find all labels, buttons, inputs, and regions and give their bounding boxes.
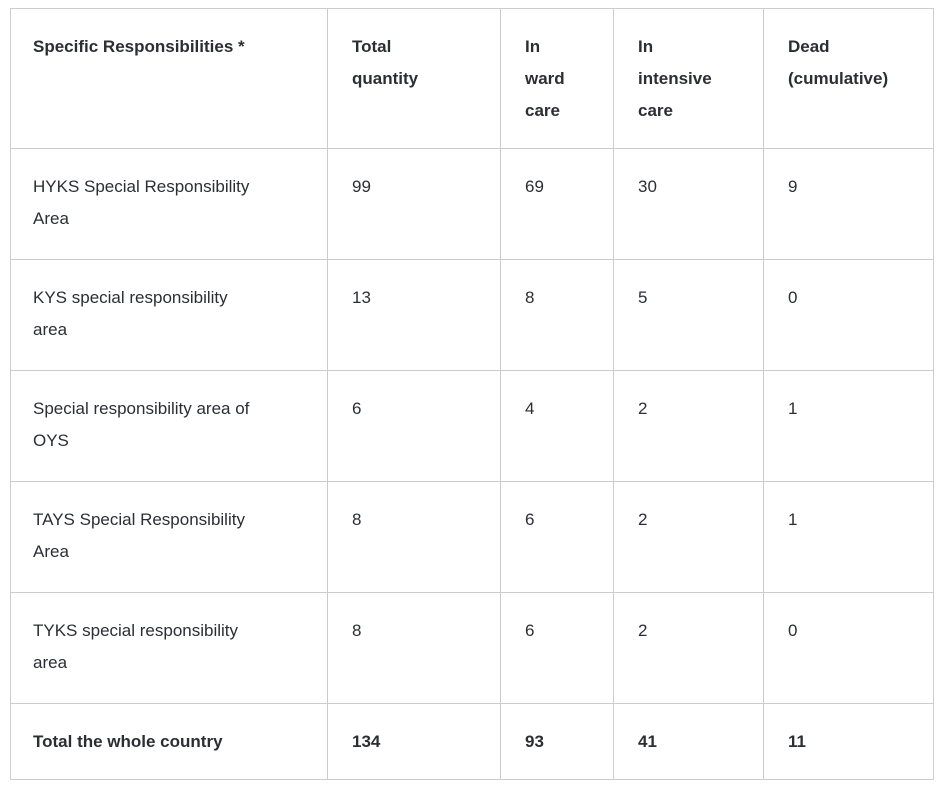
row-label: HYKS Special Responsibility Area: [10, 148, 328, 260]
cell-total-quantity: 8: [327, 592, 501, 704]
row-label: TAYS Special Responsibility Area: [10, 481, 328, 593]
table-row-hyks: HYKS Special Responsibility Area 99 69 3…: [10, 148, 934, 260]
cell-in-intensive-care: 5: [613, 259, 764, 371]
total-row-label: Total the whole country: [10, 703, 328, 780]
table-row-tyks: TYKS special responsibility area 8 6 2 0: [10, 592, 934, 704]
cell-in-intensive-care: 30: [613, 148, 764, 260]
header-in-intensive-care: In intensive care: [613, 8, 764, 149]
cell-dead-cumulative: 9: [763, 148, 934, 260]
cell-in-intensive-care: 2: [613, 370, 764, 482]
total-cell-total-quantity: 134: [327, 703, 501, 780]
header-in-ward-care: In ward care: [500, 8, 614, 149]
cell-dead-cumulative: 0: [763, 592, 934, 704]
cell-total-quantity: 6: [327, 370, 501, 482]
cell-in-intensive-care: 2: [613, 592, 764, 704]
cell-total-quantity: 99: [327, 148, 501, 260]
total-cell-in-ward-care: 93: [500, 703, 614, 780]
header-dead-cumulative: Dead (cumulative): [763, 8, 934, 149]
table-row-tays: TAYS Special Responsibility Area 8 6 2 1: [10, 481, 934, 593]
responsibility-area-table: Specific Responsibilities * Total quanti…: [10, 8, 934, 780]
header-total-quantity: Total quantity: [327, 8, 501, 149]
table-row-total: Total the whole country 134 93 41 11: [10, 703, 934, 780]
cell-in-ward-care: 69: [500, 148, 614, 260]
table-row-oys: Special responsibility area of OYS 6 4 2…: [10, 370, 934, 482]
cell-in-intensive-care: 2: [613, 481, 764, 593]
cell-total-quantity: 13: [327, 259, 501, 371]
cell-in-ward-care: 6: [500, 592, 614, 704]
cell-total-quantity: 8: [327, 481, 501, 593]
cell-in-ward-care: 4: [500, 370, 614, 482]
header-specific-responsibilities: Specific Responsibilities *: [10, 8, 328, 149]
header-row: Specific Responsibilities * Total quanti…: [10, 8, 934, 149]
total-cell-in-intensive-care: 41: [613, 703, 764, 780]
row-label: Special responsibility area of OYS: [10, 370, 328, 482]
cell-dead-cumulative: 0: [763, 259, 934, 371]
total-cell-dead-cumulative: 11: [763, 703, 934, 780]
row-label: TYKS special responsibility area: [10, 592, 328, 704]
cell-dead-cumulative: 1: [763, 481, 934, 593]
cell-in-ward-care: 8: [500, 259, 614, 371]
row-label: KYS special responsibility area: [10, 259, 328, 371]
cell-dead-cumulative: 1: [763, 370, 934, 482]
cell-in-ward-care: 6: [500, 481, 614, 593]
table-row-kys: KYS special responsibility area 13 8 5 0: [10, 259, 934, 371]
